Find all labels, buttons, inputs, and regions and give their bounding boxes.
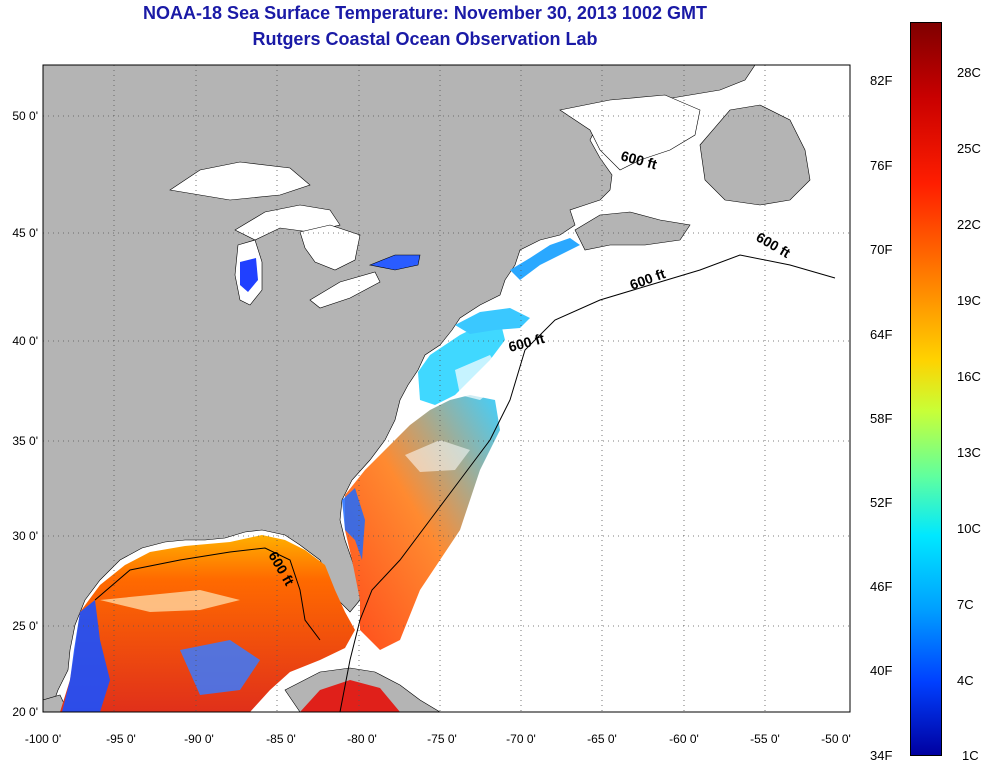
colorbar-c-label: 16C xyxy=(957,369,981,384)
colorbar-c-label: 7C xyxy=(957,597,974,612)
lat-tick-label: 40 0' xyxy=(12,334,38,348)
lake-michigan-sst xyxy=(240,258,258,292)
map-frame xyxy=(42,64,851,713)
sst-caribbean xyxy=(300,680,400,712)
colorbar-f-label: 70F xyxy=(870,242,893,257)
lake-erie xyxy=(309,271,381,309)
lat-tick-label: 50 0' xyxy=(12,109,38,123)
sst-shelf-pale-patches xyxy=(405,440,470,472)
land-nova-scotia xyxy=(574,211,691,251)
colorbar-f-label: 82F xyxy=(870,73,893,88)
lat-tick-label: 45 0' xyxy=(12,226,38,240)
lake-superior xyxy=(234,204,341,241)
colorbar-c-label: 10C xyxy=(957,521,981,536)
st-lawrence-water xyxy=(559,94,701,171)
colorbar-c-label: 19C xyxy=(957,293,981,308)
lon-tick-label: -85 0' xyxy=(266,732,296,746)
colorbar-f-label: 58F xyxy=(870,411,893,426)
isobath-600ft xyxy=(339,254,836,712)
lon-tick-label: -80 0' xyxy=(347,732,377,746)
map-plot-area xyxy=(43,65,850,712)
colorbar-f-label: 40F xyxy=(870,663,893,678)
lat-tick-label: 20 0' xyxy=(12,705,38,719)
lake-huron xyxy=(299,224,361,271)
sst-gulf-cool-west xyxy=(62,600,110,712)
lon-tick-label: -95 0' xyxy=(106,732,136,746)
colorbar-c-label: 1C xyxy=(962,748,979,763)
sst-gulf-of-mexico xyxy=(60,535,355,712)
colorbar-f-label: 34F xyxy=(870,748,893,763)
lon-tick-label: -50 0' xyxy=(821,732,851,746)
sst-new-england xyxy=(455,308,530,334)
lake-ontario xyxy=(368,254,421,271)
lon-tick-label: -65 0' xyxy=(587,732,617,746)
colorbar-f-label: 76F xyxy=(870,158,893,173)
sst-gulf-cool-south xyxy=(180,640,260,695)
lon-tick-label: -100 0' xyxy=(25,732,61,746)
sst-gulf-pale-band xyxy=(100,590,240,612)
lon-tick-label: -60 0' xyxy=(669,732,699,746)
sst-mid-atlantic-white xyxy=(455,355,505,400)
map-title: NOAA-18 Sea Surface Temperature: Novembe… xyxy=(143,3,707,23)
colorbar-f-label: 46F xyxy=(870,579,893,594)
lon-tick-label: -55 0' xyxy=(750,732,780,746)
latitude-axis: 50 0' 45 0' 40 0' 35 0' 30 0' 25 0' 20 0… xyxy=(12,109,38,719)
colorbar-c-label: 25C xyxy=(957,141,981,156)
colorbar-c-label: 22C xyxy=(957,217,981,232)
sst-gulf-of-maine xyxy=(510,238,580,280)
hudson-bay-water xyxy=(169,161,311,201)
colorbar-f-label: 64F xyxy=(870,327,893,342)
colorbar-c-label: 4C xyxy=(957,673,974,688)
temperature-colorbar xyxy=(910,22,942,756)
sst-shelf-cool-strip xyxy=(342,488,365,560)
lon-tick-label: -70 0' xyxy=(506,732,536,746)
land-newfoundland xyxy=(699,104,811,206)
colorbar-c-label: 13C xyxy=(957,445,981,460)
colorbar-c-label: 28C xyxy=(957,65,981,80)
longitude-axis: -100 0' -95 0' -90 0' -85 0' -80 0' -75 … xyxy=(25,732,851,746)
lon-tick-label: -90 0' xyxy=(184,732,214,746)
land-north-america xyxy=(43,65,756,712)
lat-tick-label: 30 0' xyxy=(12,529,38,543)
lon-tick-label: -75 0' xyxy=(427,732,457,746)
map-subtitle: Rutgers Coastal Ocean Observation Lab xyxy=(252,29,598,49)
colorbar-f-label: 52F xyxy=(870,495,893,510)
isobath-600ft-gulf xyxy=(94,547,321,641)
lat-tick-label: 25 0' xyxy=(12,619,38,633)
lat-tick-label: 35 0' xyxy=(12,434,38,448)
